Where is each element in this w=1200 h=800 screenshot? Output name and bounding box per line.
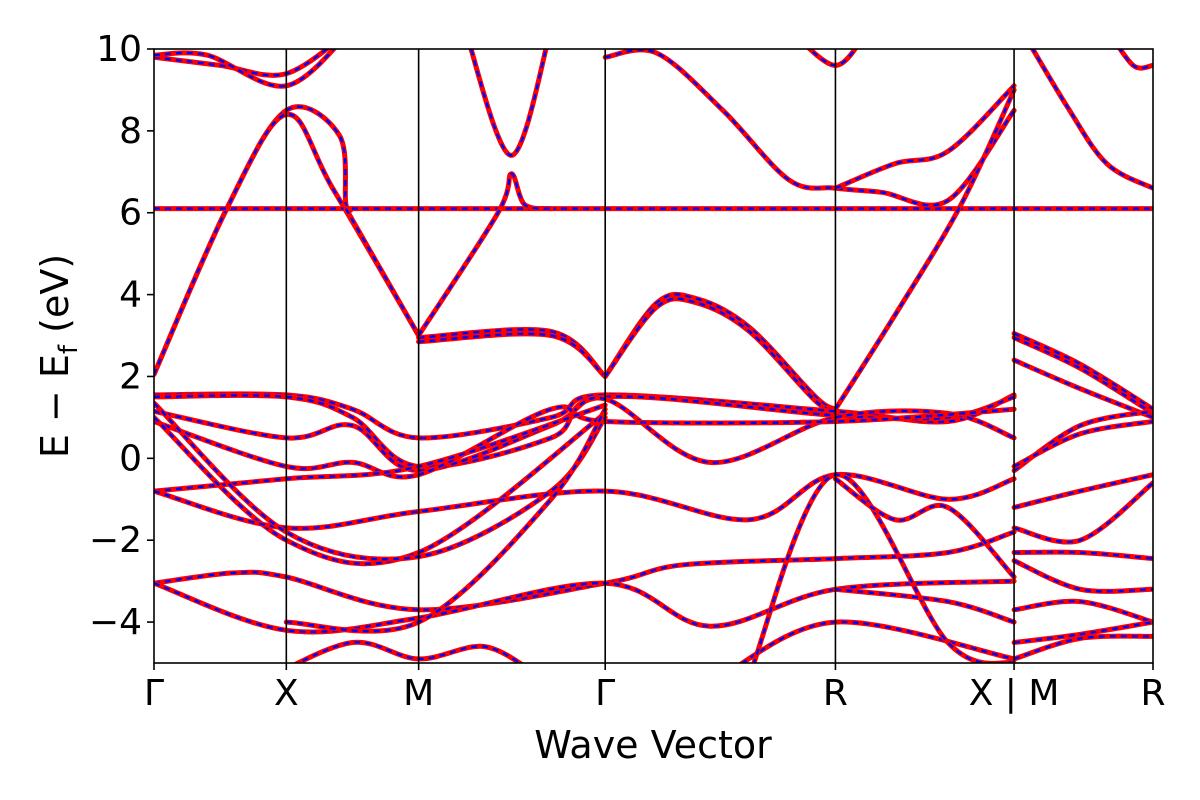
band-line-blue-15 [834, 89, 1016, 410]
band-line-blue-34 [1013, 359, 1153, 419]
band-line-blue-26 [286, 408, 607, 633]
x-tick-label-2: M [403, 673, 434, 714]
band-line-blue-7 [418, 332, 606, 378]
band-line-red-14 [602, 296, 838, 412]
y-tick-label-7: 10 [96, 29, 142, 70]
plot-frame [153, 48, 1154, 664]
band-line-blue-9 [469, 49, 548, 157]
band-line-red-35 [1011, 408, 1153, 474]
x-tick-label-5: X | M [969, 673, 1060, 714]
band-line-blue-13 [604, 293, 837, 411]
y-tick-label-4: 4 [119, 275, 142, 316]
band-line-red-41 [1011, 598, 1153, 625]
y-axis-ticks: −4 −2 0 2 4 6 8 10 [89, 29, 154, 643]
x-tick-label-3: Γ [595, 673, 615, 714]
band-line-red-22 [154, 471, 1017, 531]
y-tick-label-0: −4 [89, 602, 142, 643]
x-tick-label-1: X [274, 673, 299, 714]
y-tick-label-6: 8 [119, 111, 142, 152]
band-line-blue-30 [834, 477, 1015, 578]
band-line-blue-17 [154, 394, 1015, 469]
band-line-red-7 [416, 331, 608, 379]
x-tick-label-4: R [823, 673, 848, 714]
band-line-blue-18 [154, 396, 1015, 472]
band-line-blue-16 [154, 392, 1015, 440]
band-line-red-2 [154, 104, 355, 377]
band-line-blue-41 [1013, 600, 1153, 624]
band-lines [154, 49, 1153, 663]
band-line-blue-1 [154, 49, 336, 88]
band-line-blue-6 [418, 328, 607, 378]
band-line-red-44 [1029, 49, 1153, 191]
band-line-red-12 [806, 49, 859, 68]
band-line-red-27 [292, 639, 525, 663]
band-line-blue-44 [1031, 49, 1153, 190]
y-tick-label-1: −2 [89, 520, 142, 561]
x-axis-ticks: Γ X M Γ R X | M R [144, 663, 1166, 714]
band-line-blue-2 [154, 105, 354, 375]
band-line-red-32 [1011, 331, 1153, 412]
band-line-red-15 [832, 87, 1017, 412]
band-line-blue-39 [1014, 550, 1153, 560]
band-line-blue-14 [604, 297, 836, 411]
band-line-blue-38 [1013, 481, 1153, 544]
y-tick-label-5: 6 [119, 193, 142, 234]
band-line-blue-22 [154, 473, 1015, 530]
band-line-blue-11 [834, 84, 1015, 190]
y-tick-label-2: 0 [119, 438, 142, 479]
x-axis-title: Wave Vector [534, 723, 772, 767]
band-line-blue-10 [604, 49, 1016, 207]
x-tick-label-0: Γ [144, 673, 164, 714]
band-line-red-21 [154, 410, 608, 567]
band-line-red-9 [468, 49, 549, 158]
band-line-blue-40 [1013, 559, 1153, 593]
y-axis-title: E − Ef (eV) [33, 254, 84, 458]
band-line-blue-42 [1013, 620, 1153, 644]
band-line-blue-8 [417, 172, 552, 337]
band-line-blue-45 [1118, 49, 1153, 70]
band-line-blue-20 [154, 403, 606, 493]
band-line-blue-37 [1013, 473, 1153, 509]
band-line-blue-35 [1013, 410, 1153, 472]
x-tick-label-6: R [1140, 673, 1165, 714]
band-line-blue-12 [808, 49, 857, 67]
band-line-red-24 [154, 529, 1017, 613]
band-line-red-33 [1011, 335, 1153, 416]
band-line-blue-24 [154, 530, 1015, 612]
kpoint-divider-lines [285, 49, 1015, 663]
band-line-red-11 [832, 83, 1017, 191]
y-tick-label-3: 2 [119, 356, 142, 397]
band-line-red-36 [1011, 419, 1153, 469]
band-line-blue-31 [835, 588, 1015, 624]
band-line-red-8 [416, 171, 554, 338]
band-line-blue-43 [1013, 634, 1153, 661]
band-line-blue-36 [1013, 420, 1153, 468]
band-line-red-18 [154, 395, 1017, 474]
band-line-blue-5 [344, 208, 420, 337]
band-line-blue-21 [154, 412, 606, 565]
band-line-red-26 [283, 406, 608, 634]
band-line-red-40 [1011, 558, 1153, 594]
band-line-red-10 [602, 49, 1017, 208]
